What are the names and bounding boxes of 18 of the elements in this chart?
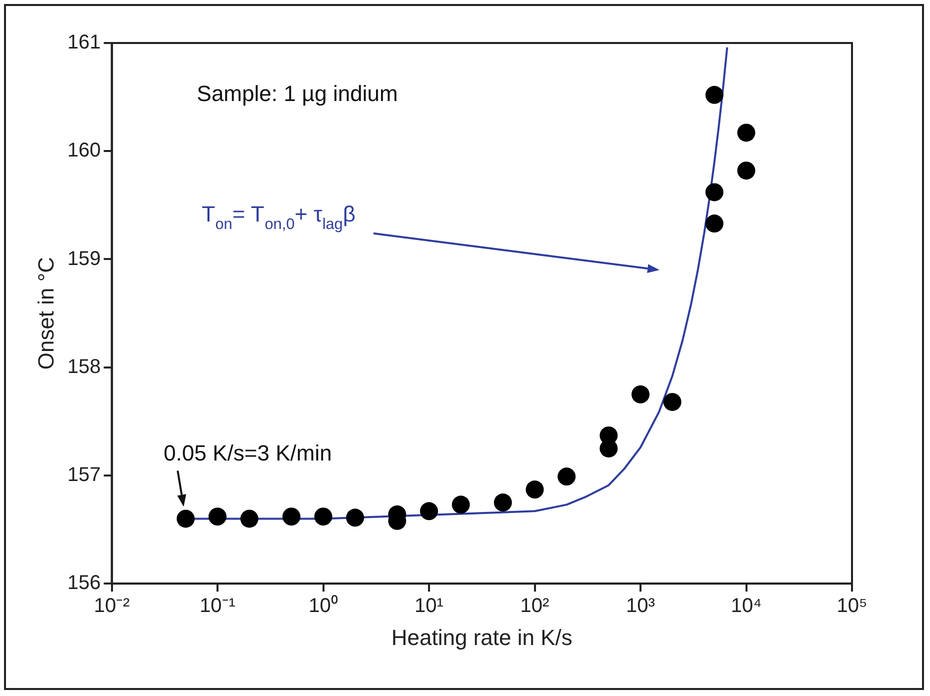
x-tick-label: 10⁻²	[94, 595, 130, 618]
annotation: Sample: 1 µg indium	[196, 81, 398, 106]
y-tick-label: 157	[67, 464, 101, 486]
y-tick-label: 159	[67, 248, 101, 270]
y-tick-label: 160	[67, 140, 101, 162]
x-tick-label: 10¹	[414, 595, 444, 618]
x-tick-label: 10⁵	[836, 595, 868, 618]
y-tick-label: 156	[67, 572, 101, 594]
y-tick-label: 158	[67, 356, 101, 378]
y-axis-title: Onset in °C	[33, 256, 58, 370]
annotation: 0.05 K/s=3 K/min	[164, 440, 332, 466]
x-axis-title: Heating rate in K/s	[391, 624, 572, 650]
x-tick-label: 10⁰	[308, 594, 338, 618]
x-tick-label: 10³	[626, 595, 656, 618]
x-tick-label: 10⁻¹	[200, 595, 236, 618]
y-tick-label: 161	[67, 32, 101, 54]
x-tick-label: 10²	[520, 595, 550, 618]
x-tick-label: 10⁴	[730, 595, 762, 618]
